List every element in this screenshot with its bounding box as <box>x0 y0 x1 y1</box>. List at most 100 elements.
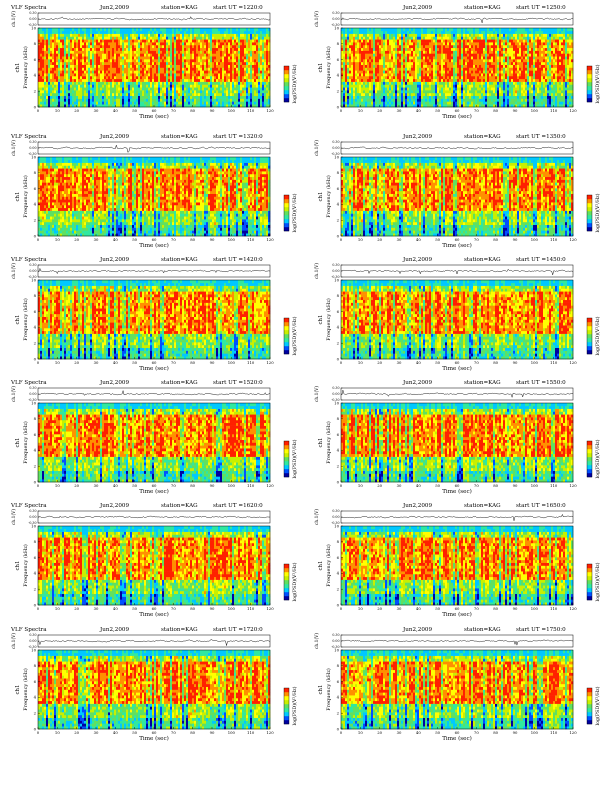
time-tick-label: 100 <box>228 108 236 113</box>
time-tick-label: 10 <box>358 108 363 113</box>
time-tick-label: 100 <box>228 360 236 365</box>
time-axis-label: Time (sec) <box>139 488 169 495</box>
panel-start: start UT =1520:0 <box>213 380 263 386</box>
time-tick-label: 110 <box>247 360 255 365</box>
time-tick-label: 50 <box>435 730 440 735</box>
time-tick-label: 90 <box>513 606 518 611</box>
ch-tick-label: -0.30 <box>28 275 36 279</box>
panel-date: Jun2,2009 <box>100 380 129 386</box>
time-tick-label: 20 <box>74 606 79 611</box>
freq-tick-label: 0 <box>34 356 37 361</box>
time-tick-label: 70 <box>171 360 176 365</box>
time-tick-label: 20 <box>74 108 79 113</box>
time-axis-label: Time (sec) <box>139 242 169 249</box>
freq-tick-label: 10 <box>31 25 36 30</box>
time-tick-label: 50 <box>132 606 137 611</box>
ch-axis-label: ch.1(V) <box>315 386 320 402</box>
time-tick-label: 100 <box>531 360 539 365</box>
time-axis-label: Time (sec) <box>442 611 472 618</box>
time-tick-label: 80 <box>493 360 498 365</box>
panel-start: start UT =1450:0 <box>516 257 566 263</box>
time-tick-label: 70 <box>474 237 479 242</box>
ch-tick-label: -0.30 <box>28 152 36 156</box>
ch1-trace <box>341 146 573 150</box>
time-tick-label: 100 <box>531 606 539 611</box>
ch1-label: ch1 <box>318 192 324 202</box>
time-tick-label: 100 <box>531 483 539 488</box>
time-tick-label: 10 <box>55 237 60 242</box>
time-tick-label: 90 <box>210 730 215 735</box>
time-tick-label: 80 <box>190 108 195 113</box>
time-tick-label: 90 <box>513 483 518 488</box>
time-tick-label: 80 <box>493 108 498 113</box>
time-tick-label: 20 <box>74 483 79 488</box>
ch1-trace <box>340 389 574 399</box>
time-tick-label: 120 <box>266 483 274 488</box>
freq-tick-label: 0 <box>34 726 37 731</box>
time-tick-label: 0 <box>37 108 40 113</box>
time-tick-label: 60 <box>455 237 460 242</box>
time-tick-label: 110 <box>247 730 255 735</box>
freq-tick-label: 8 <box>337 416 340 421</box>
time-tick-label: 0 <box>37 483 40 488</box>
freq-tick-label: 2 <box>34 587 37 592</box>
time-tick-label: 20 <box>74 730 79 735</box>
freq-axis-label: Frequency (kHz) <box>325 544 332 587</box>
time-tick-label: 50 <box>435 606 440 611</box>
time-tick-label: 60 <box>152 483 157 488</box>
time-tick-label: 110 <box>247 606 255 611</box>
spectrogram <box>38 280 271 360</box>
time-tick-label: 80 <box>190 483 195 488</box>
ch1-label: ch1 <box>15 685 21 695</box>
ch1-label: ch1 <box>15 315 21 325</box>
colorbar <box>586 687 593 725</box>
time-tick-label: 120 <box>569 483 577 488</box>
spectrogram <box>341 403 574 483</box>
time-axis-label: Time (sec) <box>442 242 472 249</box>
freq-tick-label: 0 <box>34 479 37 484</box>
colorbar-label: log(PSD)(V²/Hz) <box>594 562 601 601</box>
time-tick-label: 10 <box>55 108 60 113</box>
panel-station: station=KAG <box>161 134 198 140</box>
freq-tick-label: 8 <box>34 41 37 46</box>
colorbar-label: log(PSD)(V²/Hz) <box>291 439 298 478</box>
ch-tick-label: 0.30 <box>332 263 339 267</box>
time-tick-label: 110 <box>550 108 558 113</box>
time-tick-label: 60 <box>455 108 460 113</box>
ch1-label: ch1 <box>318 315 324 325</box>
time-tick-label: 50 <box>132 108 137 113</box>
time-tick-label: 70 <box>474 360 479 365</box>
colorbar-label: log(PSD)(V²/Hz) <box>594 316 601 355</box>
colorbar <box>586 440 593 478</box>
ch-tick-label: 0.00 <box>29 146 36 150</box>
panel-station: station=KAG <box>464 257 501 263</box>
ch-tick-label: 0.30 <box>332 140 339 144</box>
freq-tick-label: 6 <box>34 186 37 191</box>
time-tick-label: 10 <box>55 360 60 365</box>
freq-tick-label: 6 <box>34 57 37 62</box>
freq-tick-label: 4 <box>34 695 37 700</box>
time-tick-label: 0 <box>340 108 343 113</box>
ch-axis-label: ch.1(V) <box>12 263 17 279</box>
spectra-panel: Jun2,2009 station=KAG start UT =1650:0 -0.3… <box>311 500 611 628</box>
time-tick-label: 110 <box>247 237 255 242</box>
ch-tick-label: -0.30 <box>331 152 339 156</box>
ch-tick-label: 0.00 <box>29 269 36 273</box>
time-tick-label: 100 <box>228 730 236 735</box>
time-tick-label: 20 <box>377 606 382 611</box>
time-axis-label: Time (sec) <box>139 611 169 618</box>
freq-tick-label: 0 <box>337 479 340 484</box>
freq-tick-label: 10 <box>31 400 36 405</box>
time-tick-label: 100 <box>531 237 539 242</box>
time-tick-label: 80 <box>190 360 195 365</box>
spectra-panel: VLF Spectra Jun2,2009 station=KAG start UT … <box>8 254 308 382</box>
time-tick-label: 30 <box>94 730 99 735</box>
spectra-panel: Jun2,2009 station=KAG start UT =1450:0 -0.3… <box>311 254 611 382</box>
freq-tick-label: 2 <box>34 218 37 223</box>
time-tick-label: 0 <box>37 237 40 242</box>
ch1-trace <box>340 513 574 521</box>
ch1-trace <box>340 17 574 23</box>
time-tick-label: 30 <box>94 108 99 113</box>
freq-axis-label: Frequency (kHz) <box>22 46 29 89</box>
time-tick-label: 30 <box>397 108 402 113</box>
